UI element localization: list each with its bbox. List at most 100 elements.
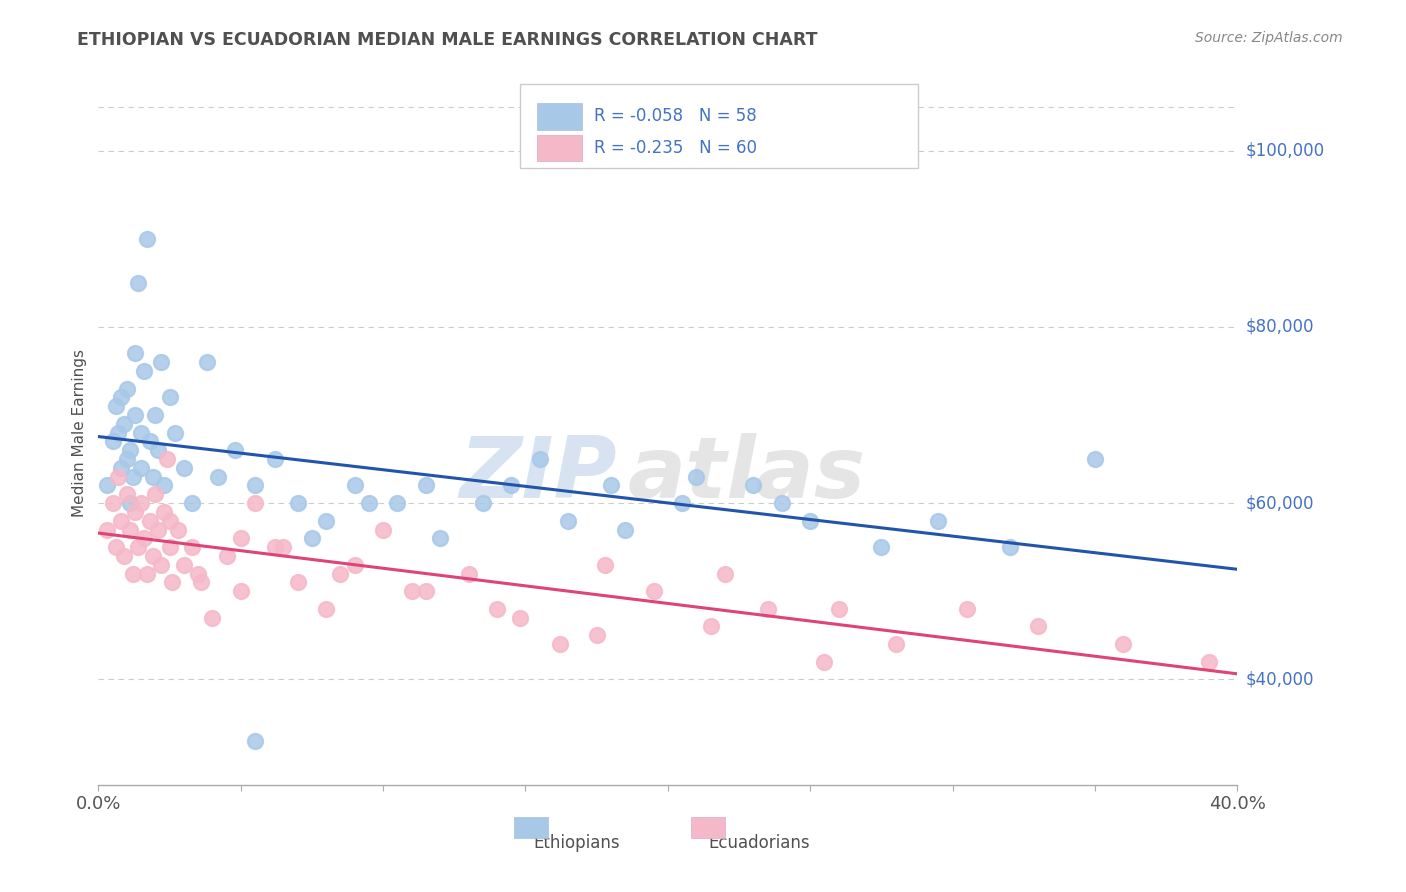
Point [343,558,366,572]
Point [132,364,155,378]
Point [714,566,737,581]
Point [927,514,949,528]
Point [118,523,141,537]
Text: $100,000: $100,000 [1246,142,1324,160]
Point [187,566,209,581]
Point [243,496,266,510]
FancyBboxPatch shape [690,817,725,838]
Point [264,540,287,554]
Point [373,523,395,537]
Point [129,496,152,510]
Point [132,532,155,546]
Text: ZIP: ZIP [458,434,617,516]
Point [998,540,1021,554]
Point [1084,452,1107,467]
Point [124,346,146,360]
Point [756,602,779,616]
Point [956,602,979,616]
Point [229,584,252,599]
Point [699,619,721,633]
Point [529,452,551,467]
Point [357,496,380,510]
Point [343,478,366,492]
FancyBboxPatch shape [520,84,918,169]
Point [387,496,409,510]
Point [224,443,246,458]
Point [115,452,138,467]
Point [1198,655,1220,669]
Point [457,566,479,581]
Point [145,487,167,501]
Point [229,532,252,546]
Point [121,469,143,483]
Point [101,496,124,510]
Point [770,496,793,510]
Point [486,602,509,616]
Point [813,655,835,669]
Text: R = -0.058   N = 58: R = -0.058 N = 58 [593,107,756,125]
Point [156,452,179,467]
Point [315,602,337,616]
Point [110,391,132,405]
Point [141,469,163,483]
Point [1026,619,1049,633]
Point [643,584,665,599]
Point [207,469,229,483]
Point [287,575,309,590]
Point [107,425,129,440]
Point [138,514,160,528]
Point [742,478,765,492]
Point [600,478,623,492]
Point [138,434,160,449]
Point [329,566,352,581]
Point [243,478,266,492]
Point [593,558,616,572]
Point [799,514,821,528]
Point [110,514,132,528]
Text: $60,000: $60,000 [1246,494,1315,512]
Point [548,637,571,651]
Point [159,514,181,528]
Point [129,425,152,440]
Point [884,637,907,651]
Text: atlas: atlas [628,434,866,516]
Y-axis label: Median Male Earnings: Median Male Earnings [72,349,87,516]
Point [501,478,523,492]
Point [173,558,195,572]
Point [401,584,423,599]
Point [115,487,138,501]
Point [173,461,195,475]
Point [96,478,118,492]
Text: $80,000: $80,000 [1246,318,1315,336]
Point [429,532,451,546]
Text: R = -0.235   N = 60: R = -0.235 N = 60 [593,139,756,157]
Point [264,452,287,467]
Point [201,610,224,624]
Point [124,408,146,422]
Point [509,610,531,624]
Point [112,417,135,431]
Point [127,276,149,290]
Point [1112,637,1135,651]
Point [101,434,124,449]
Text: $40,000: $40,000 [1246,670,1315,689]
Point [96,523,118,537]
Point [415,584,437,599]
Point [273,540,295,554]
Point [148,443,170,458]
Point [141,549,163,563]
Point [828,602,851,616]
Point [153,505,176,519]
Text: ETHIOPIAN VS ECUADORIAN MEDIAN MALE EARNINGS CORRELATION CHART: ETHIOPIAN VS ECUADORIAN MEDIAN MALE EARN… [77,31,818,49]
Point [195,355,218,369]
Point [315,514,337,528]
FancyBboxPatch shape [537,103,582,129]
Point [685,469,707,483]
Point [104,399,127,413]
Text: Ethiopians: Ethiopians [533,834,620,852]
Point [118,443,141,458]
Point [415,478,437,492]
Point [115,382,138,396]
Point [287,496,309,510]
Point [135,566,157,581]
